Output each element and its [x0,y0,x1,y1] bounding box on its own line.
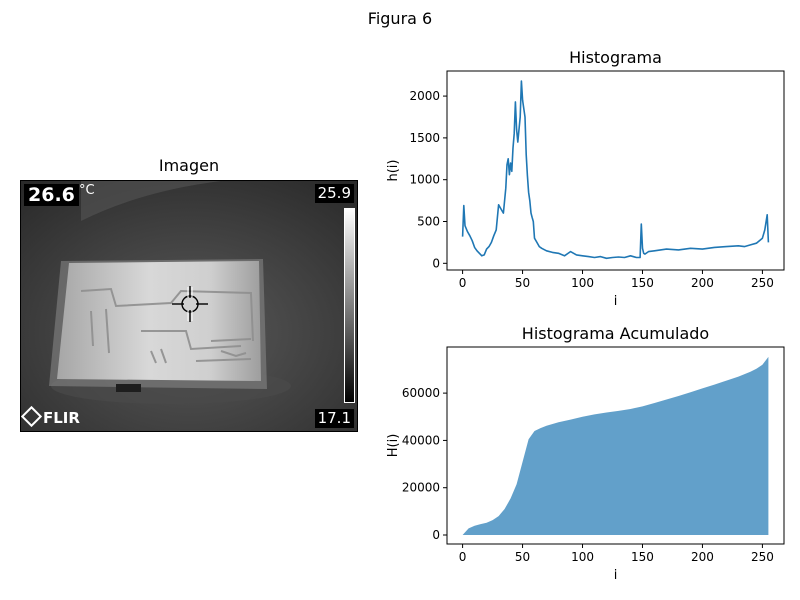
chart2-xtick-label: 100 [571,550,594,564]
chart1-xtick-label: 250 [751,276,774,290]
flir-logo-text: FLIR [43,409,80,427]
chart2-xtick-label: 250 [751,550,774,564]
chart2-title: Histograma Acumulado [522,324,709,343]
image-panel-title: Imagen [158,156,220,175]
chart1-ytick-label: 2000 [409,89,440,103]
chart2-ytick-label: 0 [432,528,440,542]
chart1-xtick-label: 150 [631,276,654,290]
chart1-xtick-label: 200 [691,276,714,290]
spot-temperature: 26.6 [24,184,79,206]
color-scale-bar [344,208,355,403]
chart2-area [462,356,769,535]
chart2-xtick-label: 0 [459,550,467,564]
chart1-title: Histograma [569,48,662,67]
chart2-ylabel: H(i) [386,434,401,458]
chart1-ytick-label: 1000 [409,173,440,187]
chart1-ylabel: h(i) [386,160,401,182]
chart1-xlabel: i [614,294,618,309]
chart2-xtick-label: 200 [691,550,714,564]
chart2-frame [446,346,785,545]
chart1-xtick-label: 100 [571,276,594,290]
thermal-image: 26.6 °C 25.9 17.1 FLIR [20,180,358,432]
figure-title: Figura 6 [367,9,433,28]
chart1-xtick-label: 0 [459,276,467,290]
flir-logo: FLIR [21,405,80,428]
chart2-xlabel: i [614,568,618,583]
chart2-xtick-label: 50 [515,550,530,564]
chart1-line [461,80,770,260]
thermal-picture [21,181,357,431]
chart1-ytick-label: 0 [432,256,440,270]
scale-min-label: 17.1 [314,409,354,428]
chart2-ytick-label: 60000 [402,386,440,400]
chart2-ytick-label: 20000 [402,481,440,495]
scale-max-label: 25.9 [314,184,354,203]
chart2-ytick-label: 40000 [402,433,440,447]
chart1-ytick-label: 1500 [409,131,440,145]
chart1-frame [446,70,785,271]
temperature-unit: °C [79,183,95,198]
chart1-ytick-label: 500 [417,215,440,229]
chart2-xtick-label: 150 [631,550,654,564]
chart1-xtick-label: 50 [515,276,530,290]
